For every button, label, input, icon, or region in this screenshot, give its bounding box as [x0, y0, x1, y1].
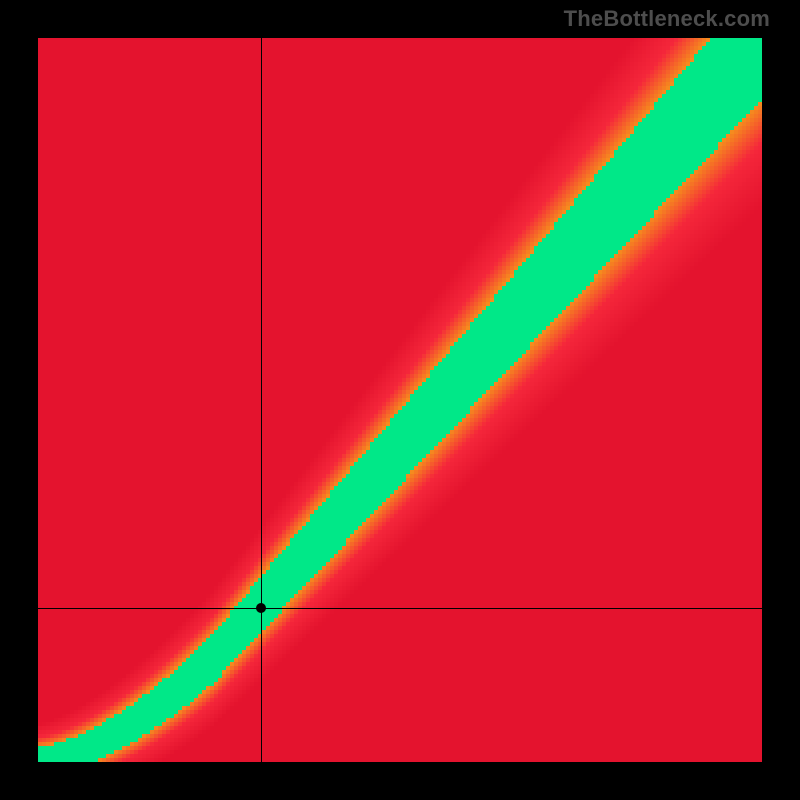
crosshair-vertical — [261, 38, 262, 762]
crosshair-marker — [256, 603, 266, 613]
plot-area — [38, 38, 762, 762]
bottleneck-heatmap — [38, 38, 762, 762]
watermark-text: TheBottleneck.com — [564, 6, 770, 32]
crosshair-horizontal — [38, 608, 762, 609]
figure-frame: { "watermark": { "text": "TheBottleneck.… — [0, 0, 800, 800]
